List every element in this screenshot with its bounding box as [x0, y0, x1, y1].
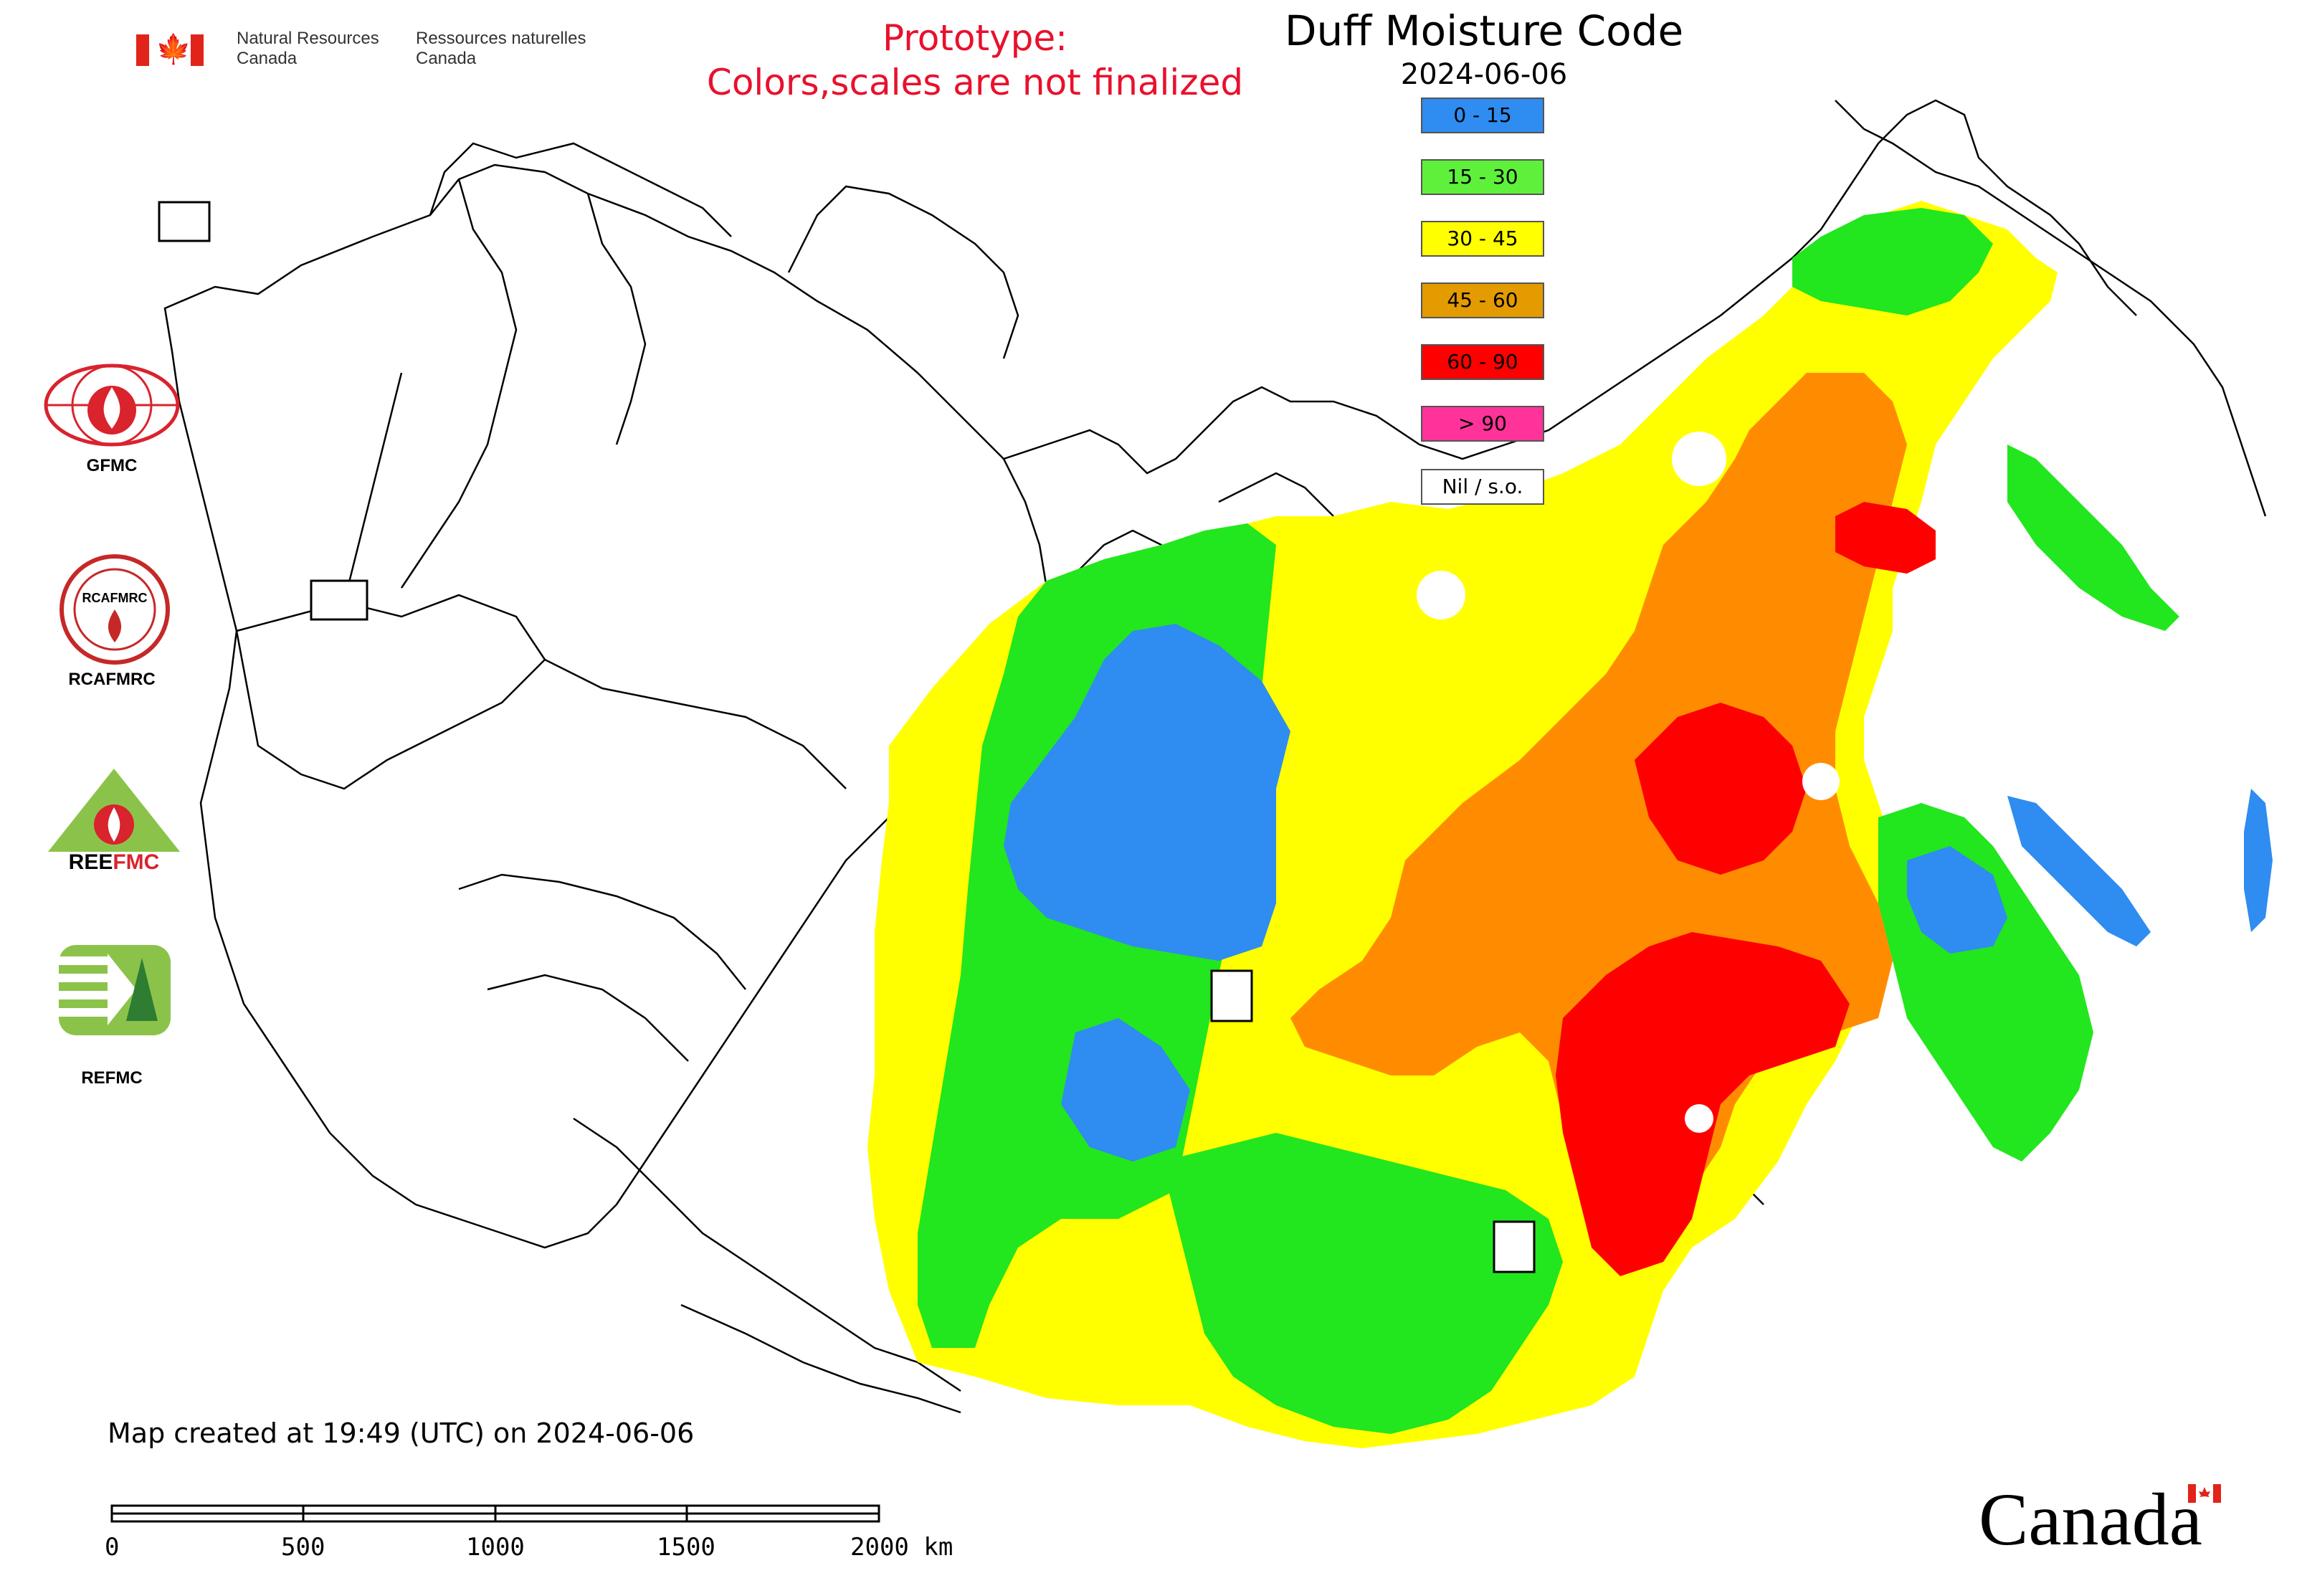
region-red-south: [1556, 932, 1850, 1276]
region-red-northeast: [1835, 502, 1936, 574]
scale-tick-label: 500: [281, 1533, 325, 1562]
department-name-en: Natural Resources Canada: [237, 29, 379, 68]
dmc-field: [867, 201, 2273, 1448]
legend-item: 30 - 45: [1421, 221, 1544, 257]
scale-tick-label: 2000 km: [850, 1533, 953, 1562]
reefmc-station-marker: [310, 579, 368, 621]
legend-item: Nil / s.o.: [1421, 469, 1544, 505]
station-markers: [158, 201, 1536, 1273]
scale-tick-label: 0: [105, 1533, 120, 1562]
legend-item: 45 - 60: [1421, 282, 1544, 318]
org-label-refmc: REFMC: [81, 1068, 143, 1088]
rcafmrc-station-marker: [1493, 1220, 1536, 1273]
prototype-notice: Prototype: Colors,scales are not finaliz…: [706, 17, 1244, 103]
region-blue-east: [1907, 846, 2007, 954]
region-blue-west: [1004, 624, 1290, 961]
refmc-station-marker: [1210, 969, 1253, 1022]
nil-patch: [1685, 1104, 1713, 1133]
map-date: 2024-06-06: [1400, 58, 1568, 91]
rcafmrc-logo-icon: RCAFMRC: [60, 554, 170, 665]
svg-text:REEFMC: REEFMC: [69, 850, 160, 874]
region-orange-north: [1649, 373, 1878, 609]
legend-item: > 90: [1421, 406, 1544, 442]
region-green-south: [1161, 1133, 1563, 1434]
country-outlines: [163, 142, 1048, 1414]
legend-item: 60 - 90: [1421, 344, 1544, 380]
gfmc-station-marker: [158, 201, 211, 242]
region-green-kamchatka: [2007, 445, 2179, 631]
svg-text:RCAFMRC: RCAFMRC: [82, 591, 148, 605]
scale-tick-label: 1000: [466, 1533, 525, 1562]
legend-item: 0 - 15: [1421, 98, 1544, 133]
nrcan-signature: 🍁 Natural Resources Canada Ressources na…: [136, 29, 624, 79]
canada-flag-icon: [136, 34, 149, 66]
map-title: Duff Moisture Code: [1284, 6, 1684, 55]
department-name-fr: Ressources naturelles Canada: [416, 29, 586, 68]
region-blue-southwest: [1061, 1018, 1190, 1162]
region-red-center: [1635, 703, 1807, 875]
wordmark-flag-icon: [2188, 1484, 2221, 1503]
canada-wordmark: Canada: [1979, 1478, 2202, 1561]
org-label-rcafmrc: RCAFMRC: [68, 670, 156, 689]
scale-tick-label: 1500: [657, 1533, 715, 1562]
nil-patch: [1802, 763, 1840, 800]
nil-patch: [1672, 432, 1726, 486]
region-blue-islands: [2244, 789, 2273, 932]
reefmc-logo-icon: REEFMC: [40, 769, 188, 874]
map-creation-caption: Map created at 19:49 (UTC) on 2024-06-06: [108, 1417, 695, 1449]
region-blue-sakhalin: [2007, 796, 2151, 946]
refmc-logo-icon: [59, 945, 171, 1035]
gfmc-logo-icon: [44, 364, 180, 447]
legend-item: 15 - 30: [1421, 159, 1544, 195]
nil-patch: [1417, 571, 1465, 619]
org-label-gfmc: GFMC: [86, 456, 138, 475]
region-green-northeast: [1792, 208, 1993, 315]
scale-bar: [110, 1504, 880, 1523]
